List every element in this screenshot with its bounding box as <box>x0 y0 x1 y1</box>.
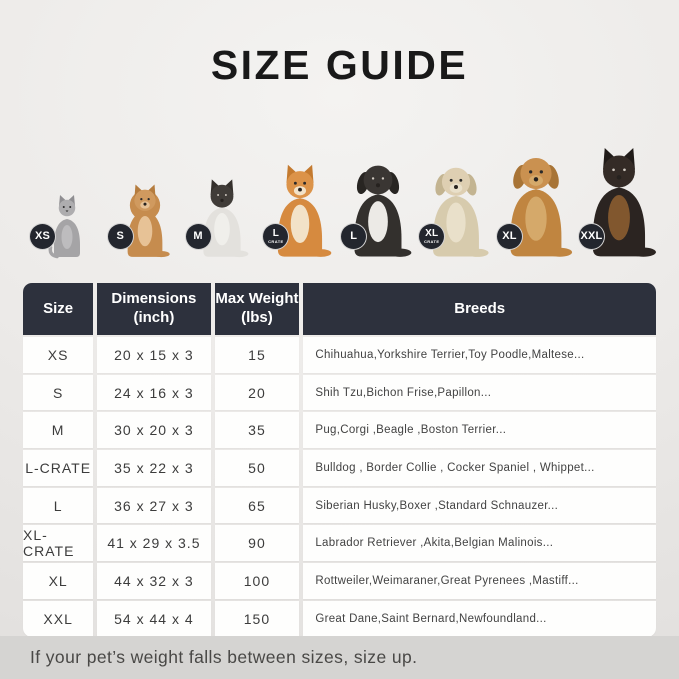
table-row-xl-crate: XL-CRATE 41 x 29 x 3.5 90 Labrador Retrieve… <box>23 525 656 562</box>
size-badge-xs: XS <box>29 223 56 250</box>
cell-dimensions: 44 x 32 x 3 <box>97 563 211 599</box>
table-row-l: L 36 x 27 x 3 65 Siberian Husky,Boxer ,Stan… <box>23 487 656 524</box>
animal-cell-gray-cat: XS <box>28 126 106 259</box>
column-header-max-weight: Max Weight (lbs) <box>214 283 300 335</box>
cell-size: M <box>23 412 94 449</box>
golden-retriever-illustration <box>495 148 577 258</box>
cell-breeds: Rottweiler,Weimaraner,Great Pyrenees ,Ma… <box>303 563 656 599</box>
cell-max-weight: 150 <box>214 600 300 637</box>
column-header-sublabel: (inch) <box>133 309 175 326</box>
cell-size: L <box>23 487 94 524</box>
cell-breeds: Pug,Corgi ,Beagle ,Boston Terrier... <box>303 412 656 449</box>
cell-size: XL-CRATE <box>23 525 94 562</box>
column-header-label: Breeds <box>454 299 506 317</box>
column-header-size: Size <box>23 283 94 335</box>
page-title: SIZE GUIDE <box>210 42 469 88</box>
size-badge-label: L <box>350 230 358 242</box>
cell-breeds: Great Dane,Saint Bernard,Newfoundland... <box>303 600 656 637</box>
animal-cell-border-collie: L <box>339 126 417 258</box>
cell-dimensions: 36 x 27 x 3 <box>97 487 211 524</box>
size-badge-label: XXL <box>580 230 603 242</box>
cell-breeds: Labrador Retriever ,Akita,Belgian Malino… <box>303 525 656 562</box>
animal-cell-shiba-inu: L CRATE <box>261 126 339 258</box>
cell-size: XS <box>23 337 94 373</box>
size-badge-label: XS <box>34 230 51 242</box>
cell-size: L-CRATE <box>23 450 94 486</box>
cell-max-weight: 90 <box>214 525 300 562</box>
cell-max-weight: 35 <box>214 412 300 449</box>
table-row-l-crate: L-CRATE 35 x 22 x 3 50 Bulldog , Border Col… <box>23 450 656 486</box>
cell-size: XXL <box>23 600 94 637</box>
cell-max-weight: 15 <box>214 337 300 373</box>
labrador-retriever-illustration <box>419 158 493 258</box>
table-header-row: Size Dimensions (inch) Max Weight (lbs) Breed… <box>23 283 656 335</box>
animal-cell-labrador-retriever: XL CRATE <box>417 126 495 258</box>
cell-breeds: Siberian Husky,Boxer ,Standard Schnauzer… <box>303 487 656 524</box>
shiba-inu-illustration <box>264 164 336 258</box>
size-table: Size Dimensions (inch) Max Weight (lbs) Breed… <box>23 283 656 637</box>
cell-size: XL <box>23 563 94 599</box>
size-badge-s: S <box>106 223 134 250</box>
cell-dimensions: 30 x 20 x 3 <box>97 412 211 449</box>
size-badge-label: XL <box>425 228 439 239</box>
animal-row: XS S M L CRATE L XL CRATE XL XXL <box>0 126 679 259</box>
size-badge-m: M <box>184 223 212 250</box>
size-badge-xl-crate: XL CRATE <box>418 223 446 250</box>
gray-cat-illustration <box>42 192 92 259</box>
size-badge-label: XL <box>502 230 517 242</box>
size-badge-label: S <box>116 230 125 242</box>
column-header-label: Size <box>43 299 74 317</box>
animal-cell-doberman: XXL <box>577 126 661 258</box>
footer-band: If your pet’s weight falls between sizes… <box>0 636 679 679</box>
animal-cell-french-bulldog: M <box>184 126 262 258</box>
cell-dimensions: 20 x 15 x 3 <box>97 337 211 373</box>
size-badge-sublabel: CRATE <box>268 239 284 244</box>
french-bulldog-illustration <box>192 176 252 258</box>
size-badge-label: M <box>193 230 203 242</box>
cell-dimensions: 54 x 44 x 4 <box>97 600 211 637</box>
animal-cell-golden-retriever: XL <box>495 126 577 258</box>
cell-breeds: Chihuahua,Yorkshire Terrier,Toy Poodle,M… <box>303 337 656 373</box>
table-body: XS 20 x 15 x 3 15 Chihuahua,Yorkshire Terri… <box>23 337 656 637</box>
animal-cell-pomeranian: S <box>106 126 184 258</box>
cell-max-weight: 100 <box>214 563 300 599</box>
cell-breeds: Shih Tzu,Bichon Frise,Papillon... <box>303 374 656 411</box>
footer-note: If your pet’s weight falls between sizes… <box>30 647 418 667</box>
cell-dimensions: 24 x 16 x 3 <box>97 374 211 411</box>
cell-max-weight: 65 <box>214 487 300 524</box>
cell-dimensions: 41 x 29 x 3.5 <box>97 525 211 562</box>
column-header-breeds: Breeds <box>303 283 656 335</box>
column-header-label: Dimensions <box>111 290 197 308</box>
table-row-xs: XS 20 x 15 x 3 15 Chihuahua,Yorkshire Terri… <box>23 337 656 373</box>
table-row-xxl: XXL 54 x 44 x 4 150 Great Dane,Saint Bernar… <box>23 600 656 637</box>
column-header-label: Max Weight <box>215 290 299 308</box>
size-badge-sublabel: CRATE <box>423 239 440 244</box>
column-header-sublabel: (lbs) <box>241 309 273 326</box>
cell-breeds: Bulldog , Border Collie , Cocker Spaniel… <box>303 450 656 486</box>
size-badge-label: L <box>272 228 280 239</box>
size-badge-l-crate: L CRATE <box>262 223 290 250</box>
pomeranian-illustration <box>111 184 179 258</box>
size-badge-xxl: XXL <box>577 223 605 250</box>
table-row-xl: XL 44 x 32 x 3 100 Rottweiler,Weimaraner,Gr… <box>23 563 656 599</box>
cell-size: S <box>23 374 94 411</box>
doberman-illustration <box>577 136 661 258</box>
cell-max-weight: 20 <box>214 374 300 411</box>
table-row-m: M 30 x 20 x 3 35 Pug,Corgi ,Beagle ,Boston … <box>23 412 656 449</box>
cell-dimensions: 35 x 22 x 3 <box>97 450 211 486</box>
column-header-dimensions: Dimensions (inch) <box>97 283 211 335</box>
cell-max-weight: 50 <box>214 450 300 486</box>
table-row-s: S 24 x 16 x 3 20 Shih Tzu,Bichon Frise,Papi… <box>23 374 656 411</box>
size-badge-xl: XL <box>495 223 523 250</box>
border-collie-illustration <box>339 158 417 258</box>
size-badge-l: L <box>340 223 368 250</box>
